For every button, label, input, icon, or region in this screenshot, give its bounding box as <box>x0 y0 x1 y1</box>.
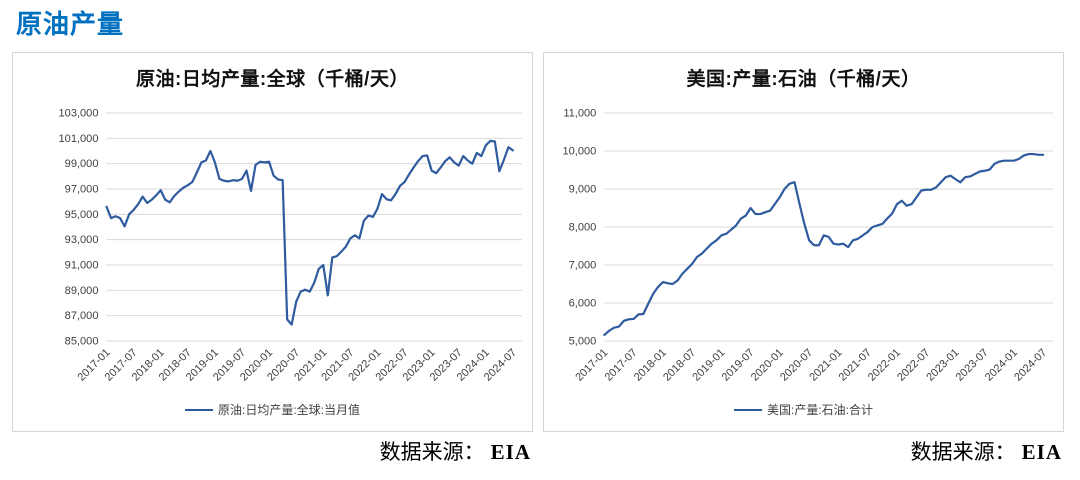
y-axis-tick-label: 87,000 <box>65 310 99 322</box>
legend-label: 原油:日均产量:全球:当月值 <box>217 403 360 417</box>
y-axis-tick-label: 11,000 <box>563 108 596 120</box>
chart-panel-global: 原油:日均产量:全球（千桶/天） 85,000 87,000 89,000 91,00… <box>12 52 533 432</box>
legend-global: 原油:日均产量:全球:当月值 <box>13 401 532 425</box>
y-axis-tick-label: 89,000 <box>65 285 99 297</box>
y-axis-tick-label: 6,000 <box>569 298 597 310</box>
data-line <box>105 139 515 326</box>
charts-row: 原油:日均产量:全球（千桶/天） 85,000 87,000 89,000 91,00… <box>12 52 1064 432</box>
page-title: 原油产量 <box>16 9 125 39</box>
y-axis-tick-label: 85,000 <box>65 336 99 348</box>
y-axis-tick-label: 101,000 <box>59 133 99 145</box>
y-axis-tick-label: 10,000 <box>563 146 597 158</box>
y-axis-tick-label: 93,000 <box>65 234 99 246</box>
source-note-us: 数据来源： EIA <box>543 436 1064 466</box>
source-label: 数据来源： <box>379 440 485 464</box>
source-value: EIA <box>1021 440 1062 464</box>
source-label: 数据来源： <box>910 440 1016 464</box>
global-production-chart: 85,000 87,000 89,000 91,000 93,000 95,000 97,0… <box>59 108 522 384</box>
x-axis-tick-label: 2024-07 <box>1012 347 1049 384</box>
legend-line-icon <box>184 408 213 411</box>
y-axis-tick-label: 7,000 <box>569 260 597 272</box>
chart-panel-us: 美国:产量:石油（千桶/天） 5,000 6,000 7,000 8,000 9,000… <box>543 52 1064 432</box>
us-production-chart: 5,0006,0007,0008,0009,00010,00011,000201… <box>563 108 1053 384</box>
y-axis-tick-label: 99,000 <box>65 158 99 170</box>
source-note-global: 数据来源： EIA <box>12 436 533 466</box>
source-value: EIA <box>490 440 531 464</box>
legend-us: 美国:产量:石油:合计 <box>544 401 1063 425</box>
legend-label: 美国:产量:石油:合计 <box>766 403 873 417</box>
y-axis-tick-label: 91,000 <box>65 260 99 272</box>
legend-line-icon <box>733 408 762 411</box>
y-axis-tick-label: 95,000 <box>65 209 99 221</box>
y-axis-tick-label: 103,000 <box>59 108 99 120</box>
sources-row: 数据来源： EIA 数据来源： EIA <box>12 436 1064 466</box>
chart-title-global: 原油:日均产量:全球（千桶/天） <box>136 69 409 90</box>
y-axis-tick-label: 5,000 <box>569 336 597 348</box>
y-axis-tick-label: 9,000 <box>569 184 597 196</box>
y-axis-tick-label: 97,000 <box>65 184 99 196</box>
chart-title-us: 美国:产量:石油（千桶/天） <box>686 69 921 90</box>
y-axis-tick-label: 8,000 <box>569 222 597 234</box>
data-line <box>603 152 1045 337</box>
